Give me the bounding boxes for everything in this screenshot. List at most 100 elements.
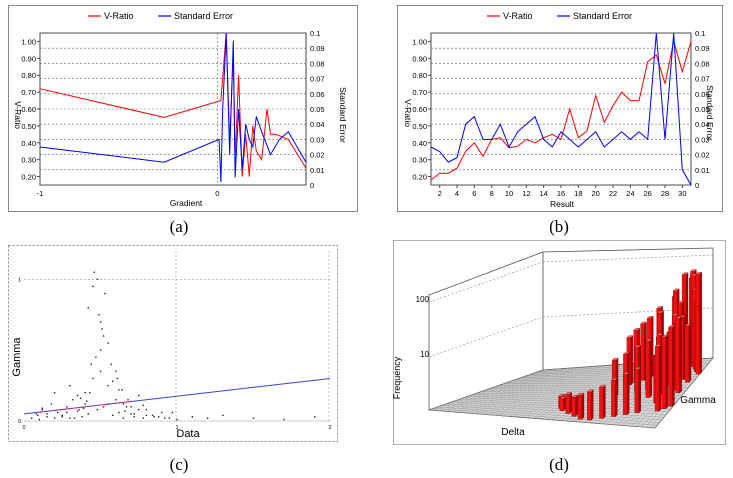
x-tick: 14 <box>539 189 547 198</box>
scatter-point <box>61 416 63 418</box>
bar <box>675 318 680 394</box>
x-tick: 2 <box>328 425 331 431</box>
scatter-point <box>116 377 119 380</box>
scatter-point <box>222 414 224 417</box>
bar <box>661 336 666 409</box>
bar-top <box>623 351 630 355</box>
chart-b-xlabel: Result <box>550 199 575 209</box>
bar <box>587 391 592 421</box>
y-tick-left: 0.50 <box>21 122 36 131</box>
scatter-point <box>69 384 71 387</box>
bar-top <box>611 377 618 381</box>
scatter-point <box>118 389 120 391</box>
y-tick-left: 0.70 <box>21 88 36 97</box>
chart-c-trend <box>23 378 331 415</box>
scatter-point <box>133 416 135 418</box>
scatter-point <box>142 417 145 419</box>
chart-d-ylabel: Gamma <box>680 395 716 406</box>
bar <box>654 346 660 412</box>
scatter-point <box>56 411 59 414</box>
y-tick-left: 0.50 <box>412 122 427 131</box>
bar-top <box>668 325 675 328</box>
scatter-point <box>99 349 102 351</box>
bar <box>668 327 673 407</box>
y-tick-right: 0.06 <box>695 90 710 99</box>
scatter-point <box>252 417 255 419</box>
scatter-point <box>53 417 56 419</box>
scatter-point <box>115 370 117 373</box>
scatter-point <box>101 328 103 330</box>
floor-gridline <box>442 405 662 421</box>
scatter-point <box>89 391 91 394</box>
legend-standard-error: Standard Error <box>174 11 233 21</box>
scatter-point <box>125 406 128 408</box>
chart-b-axes: 0 0.01 0.02 0.03 0.04 0.05 0.06 0.07 0.08 0.09 0.1… <box>412 29 709 198</box>
scatter-point <box>41 407 44 409</box>
bar-top <box>690 269 697 272</box>
scatter-point <box>130 413 132 415</box>
chart-d: Frequency Delta Gamma 100 10 <box>393 240 726 445</box>
scatter-point <box>121 389 123 391</box>
bar-top <box>656 333 664 336</box>
chart-a-legend: V-Ratio Standard Error <box>88 11 233 21</box>
bar-top <box>645 338 653 342</box>
bar-side <box>591 389 594 421</box>
scatter-point <box>41 408 44 411</box>
scatter-point <box>142 404 145 407</box>
bar-side <box>688 323 692 383</box>
chart-b-ylabel-left: V-Ratio <box>403 99 413 127</box>
y-tick-right: 0.03 <box>695 135 710 144</box>
scatter-point <box>96 408 99 411</box>
x-tick: 6 <box>472 189 476 198</box>
chart-c: 0 1 2 0 1 Data Gamma <box>8 245 338 442</box>
bar-top <box>634 367 642 370</box>
chart-d-bars <box>558 269 703 421</box>
y-tick-right: 0 <box>310 181 314 190</box>
y-tick-left: 0.20 <box>21 173 36 182</box>
bar-top <box>640 321 647 325</box>
bar <box>640 323 645 381</box>
bar-top <box>633 328 641 331</box>
bar-top <box>672 288 680 292</box>
chart-d-ztick-100: 100 <box>416 295 430 304</box>
floor-gridline <box>433 408 658 426</box>
scatter-point <box>168 417 171 419</box>
scatter-point <box>38 418 40 421</box>
scatter-point <box>79 397 82 400</box>
bar <box>577 394 583 420</box>
y-tick-left: 0.20 <box>412 173 427 182</box>
chart-a-ylabel-left: V-Ratio <box>13 101 23 129</box>
y-tick-right: 0.01 <box>695 166 710 175</box>
floor-gridline <box>437 406 660 423</box>
legend-v-ratio: V-Ratio <box>104 11 134 21</box>
scatter-point <box>127 399 129 401</box>
bar-top <box>558 394 565 397</box>
chart-b-frame <box>397 5 723 212</box>
wall-gridline <box>428 316 544 358</box>
bar-top <box>681 272 689 275</box>
scatter-point <box>46 413 48 415</box>
scatter-point <box>35 413 37 415</box>
scatter-point <box>84 391 86 394</box>
scatter-point <box>95 356 97 358</box>
y-tick-left: 0.40 <box>21 139 36 148</box>
y-tick-left: 0.60 <box>21 105 36 114</box>
bar <box>695 274 700 375</box>
scatter-point <box>130 406 132 408</box>
scatter-point <box>124 410 126 412</box>
x-tick: 26 <box>643 189 651 198</box>
bar <box>684 325 690 383</box>
scatter-point <box>84 403 86 405</box>
wall-gridline <box>428 261 544 303</box>
chart-a-frame <box>8 5 358 212</box>
legend-standard-error: Standard Error <box>573 11 632 21</box>
bar-top <box>565 392 573 395</box>
x-tick: 2 <box>438 189 442 198</box>
x-tick: 30 <box>678 189 686 198</box>
x-tick: 22 <box>609 189 617 198</box>
scatter-point <box>145 408 148 411</box>
bar-side <box>679 316 682 394</box>
scatter-point <box>153 416 155 418</box>
y-tick-left: 1.00 <box>412 37 427 46</box>
scatter-point <box>93 271 96 273</box>
